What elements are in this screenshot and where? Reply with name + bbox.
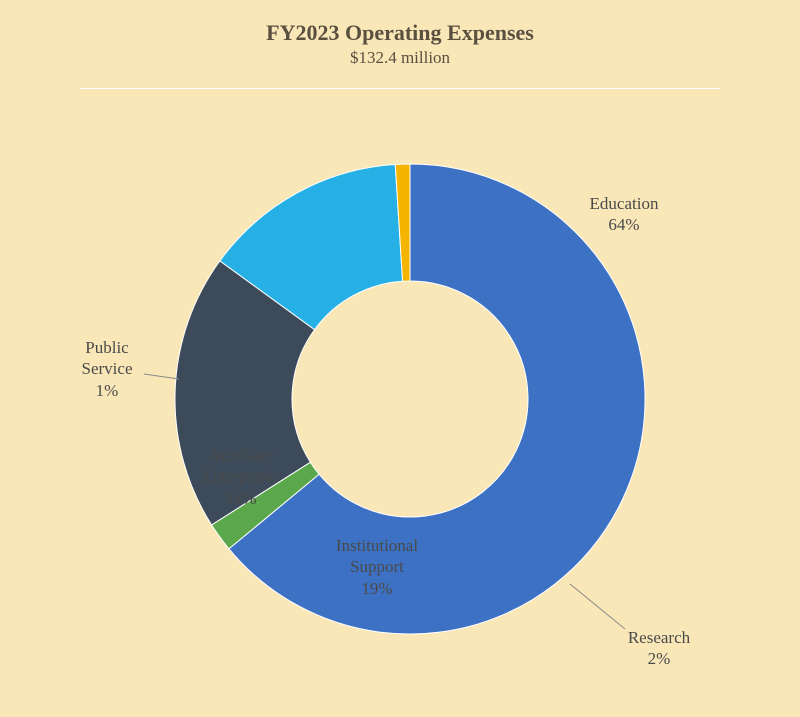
chart-title: FY2023 Operating Expenses	[0, 20, 800, 46]
slice-label-education: Education 64%	[590, 193, 659, 236]
slice-label-auxiliary-enterprises: Auxiliary Enterprises 14%	[203, 445, 279, 509]
slice-label-public-service: Public Service 1%	[82, 337, 133, 401]
slice-label-institutional-support: Institutional Support 19%	[336, 535, 418, 599]
title-block: FY2023 Operating Expenses $132.4 million	[0, 0, 800, 68]
chart-subtitle: $132.4 million	[0, 48, 800, 68]
slice-label-research: Research 2%	[628, 627, 690, 670]
leader-line-0	[570, 584, 625, 629]
leader-line-1	[144, 374, 179, 379]
donut-chart: Education 64% Research 2% Institutional Su…	[0, 89, 800, 689]
